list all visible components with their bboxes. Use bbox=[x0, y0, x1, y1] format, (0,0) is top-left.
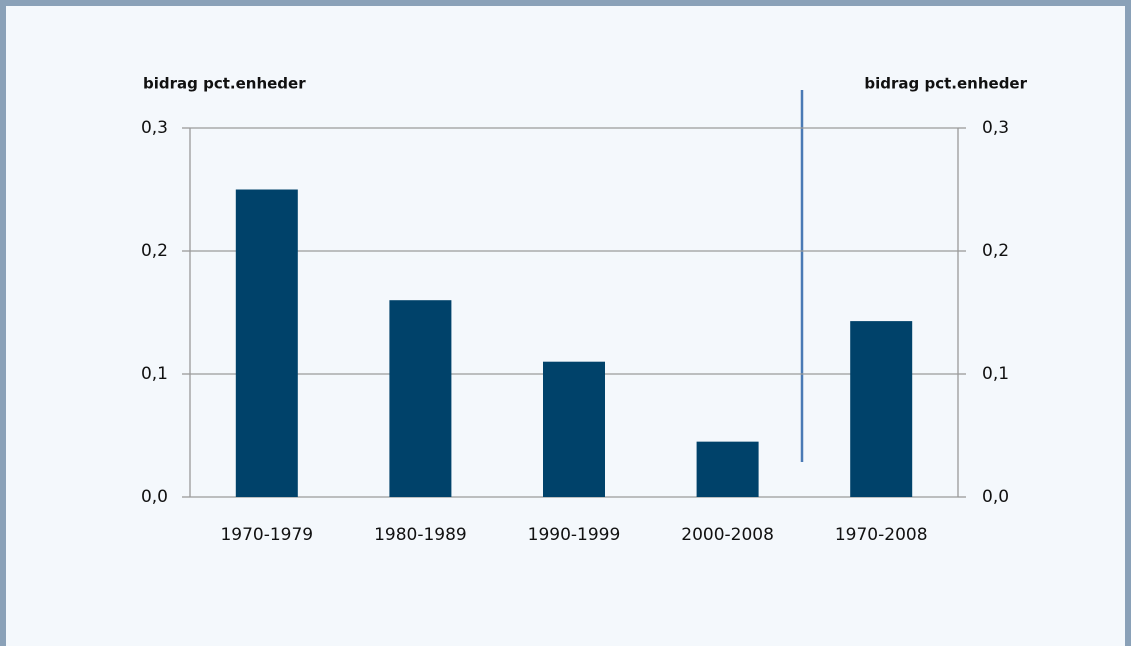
y2-tick-label: 0,3 bbox=[982, 118, 1009, 138]
x-tick-label: 2000-2008 bbox=[681, 525, 774, 545]
bar bbox=[696, 441, 759, 497]
y-tick-label: 0,2 bbox=[141, 241, 168, 261]
y2-tick-label: 0,0 bbox=[982, 487, 1009, 507]
x-tick-label: 1970-2008 bbox=[835, 525, 928, 545]
x-tick-label: 1990-1999 bbox=[528, 525, 621, 545]
y-tick-label: 0,0 bbox=[141, 487, 168, 507]
y2-axis-label: bidrag pct.enheder bbox=[864, 75, 1027, 93]
bar bbox=[850, 321, 913, 497]
bar bbox=[235, 189, 298, 497]
y2-tick-label: 0,1 bbox=[982, 364, 1009, 384]
x-tick-label: 1980-1989 bbox=[374, 525, 467, 545]
x-tick-label: 1970-1979 bbox=[220, 525, 313, 545]
y2-tick-label: 0,2 bbox=[982, 241, 1009, 261]
bar bbox=[543, 361, 605, 497]
y-tick-label: 0,3 bbox=[141, 118, 168, 138]
y-tick-label: 0,1 bbox=[141, 364, 168, 384]
y-axis-label: bidrag pct.enheder bbox=[143, 75, 306, 93]
bar bbox=[389, 300, 452, 497]
